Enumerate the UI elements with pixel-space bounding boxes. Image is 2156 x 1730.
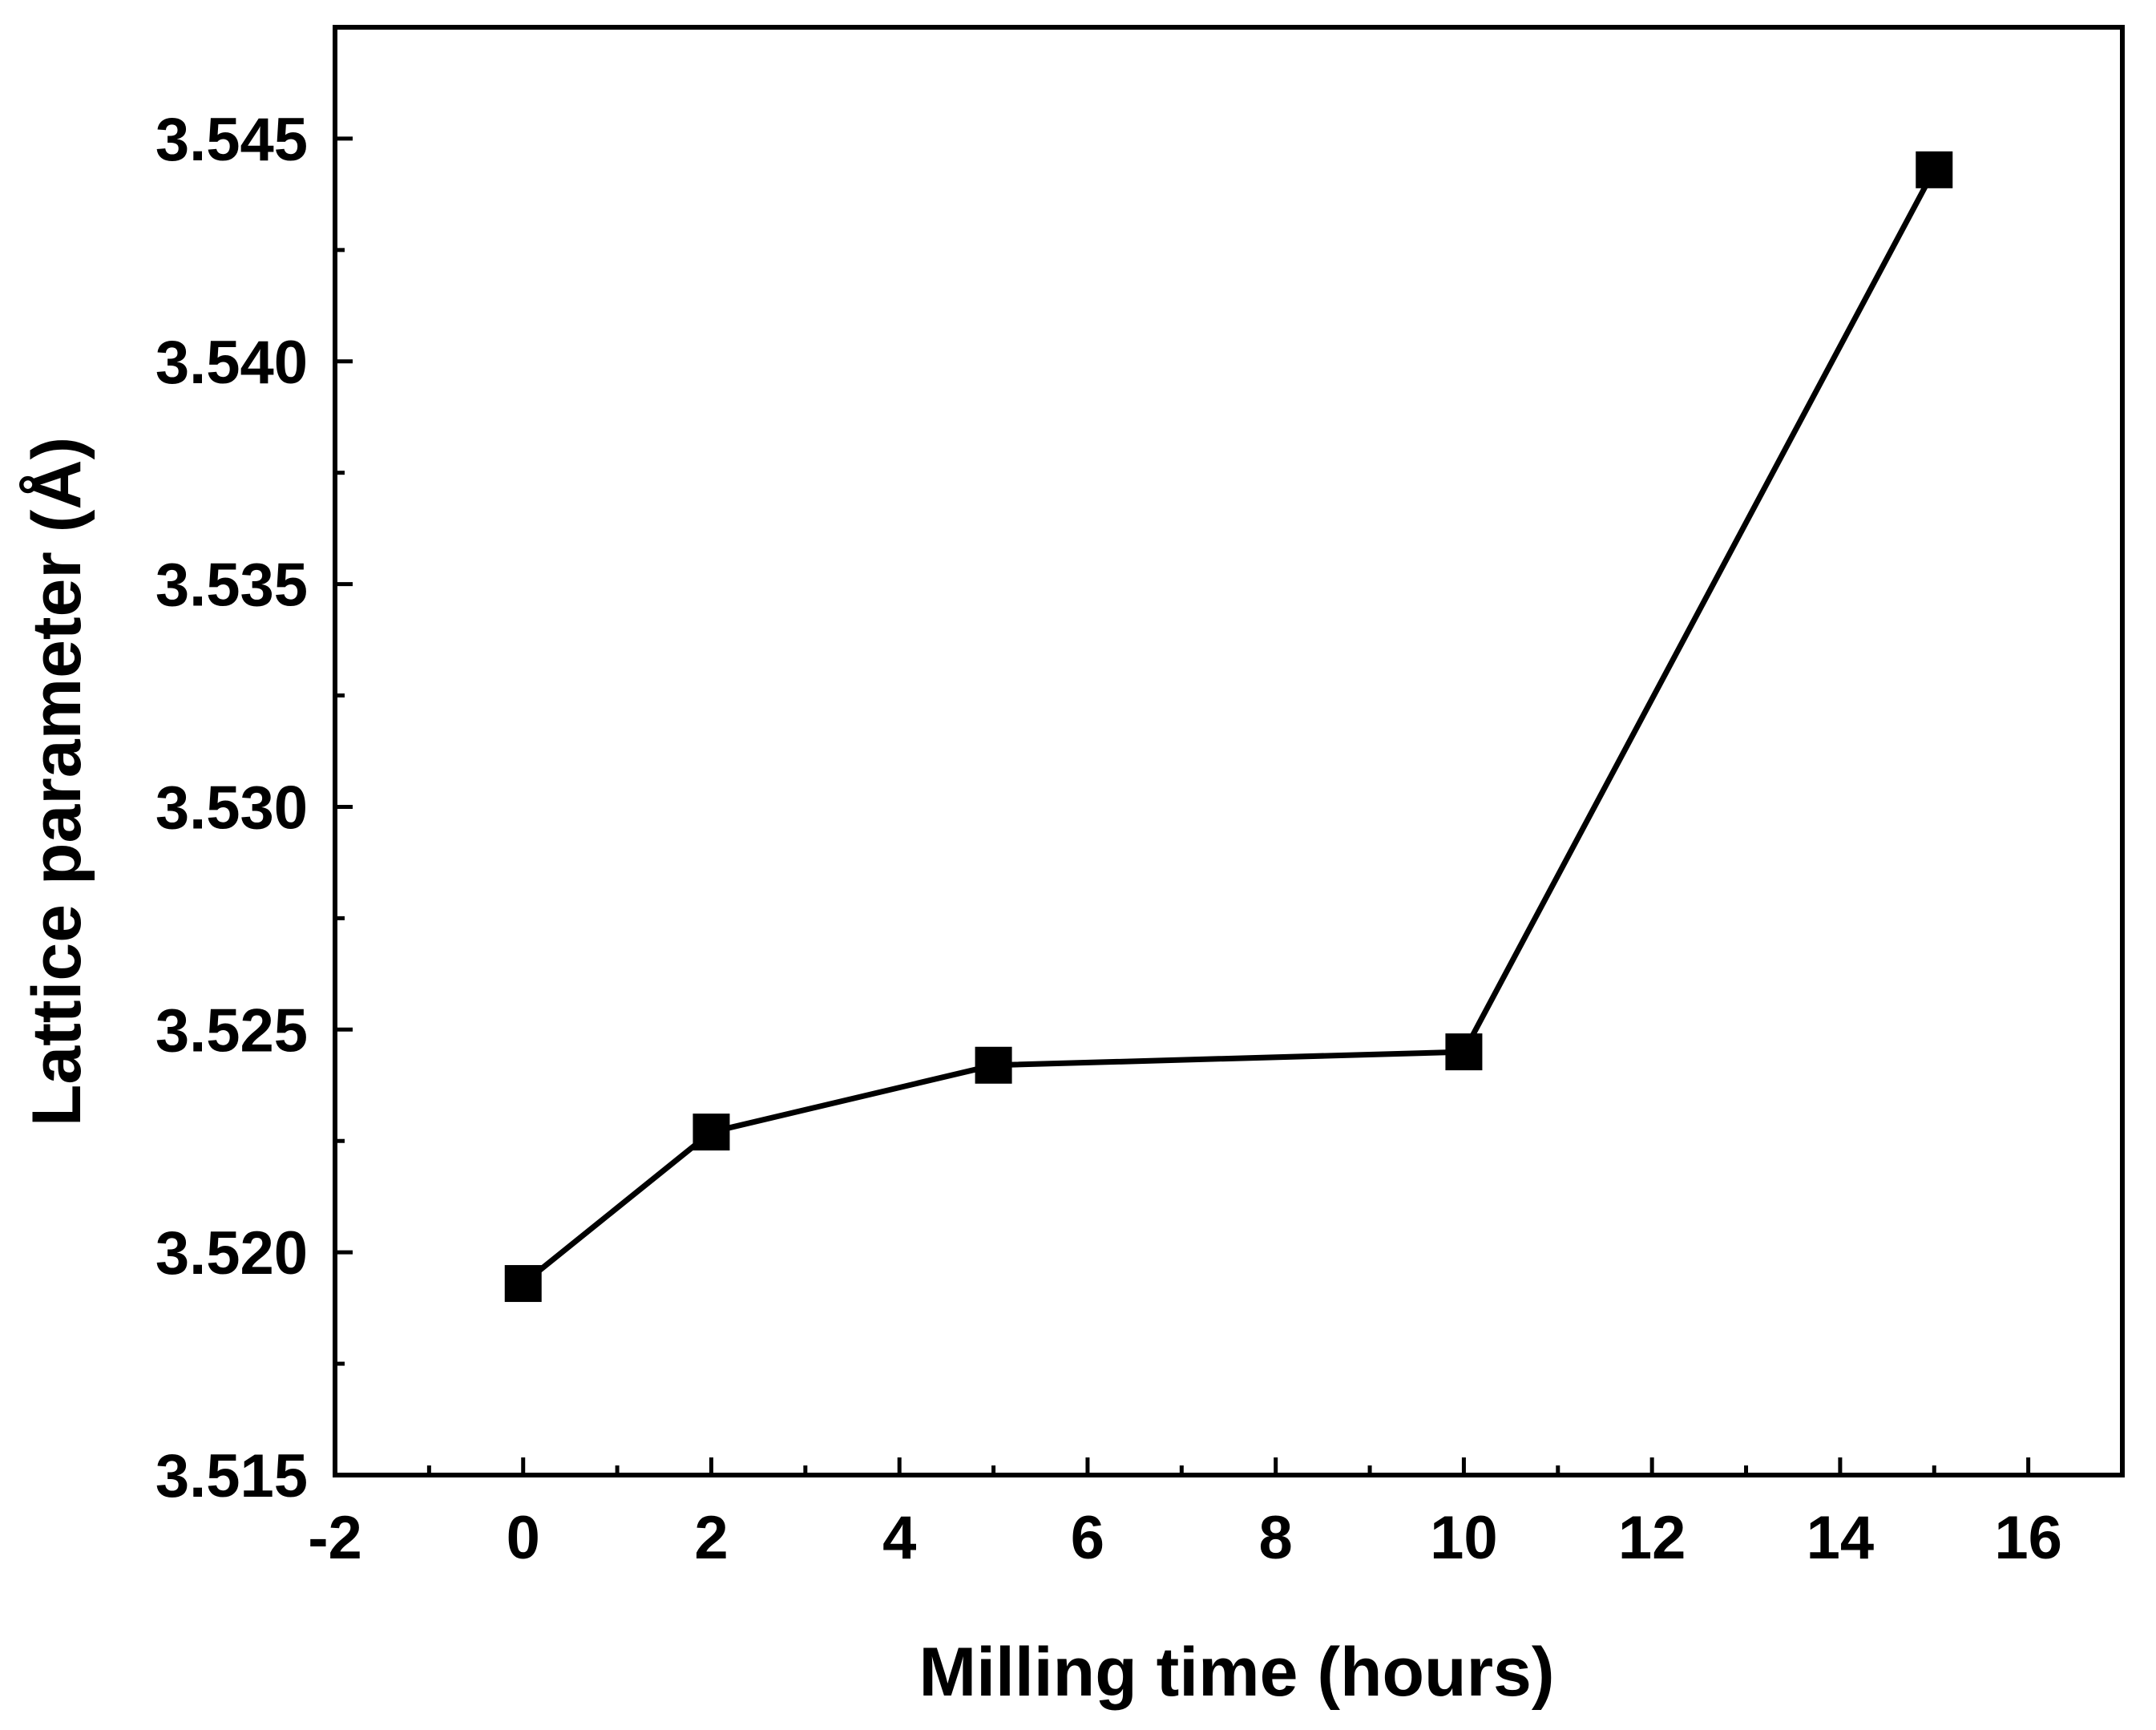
x-tick-label: 14: [1807, 1504, 1875, 1572]
x-axis-title: Milling time (hours): [919, 1634, 1554, 1711]
x-tick-label: 10: [1430, 1504, 1498, 1572]
x-tick-label: 8: [1259, 1504, 1293, 1572]
y-axis-title: Lattice parameter (Å): [18, 437, 95, 1126]
x-tick-label: 16: [1994, 1504, 2062, 1572]
y-tick-label: 3.535: [155, 552, 308, 620]
y-tick-label: 3.515: [155, 1442, 308, 1510]
x-tick-label: 6: [1071, 1504, 1104, 1572]
plot-frame: [333, 25, 2125, 1477]
x-axis-tick-labels: -2 0 2 4 6 8 10 12 14 16: [308, 1504, 2062, 1572]
y-axis-tick-labels: 3.515 3.520 3.525 3.530 3.535 3.540 3.545: [155, 106, 308, 1510]
y-tick-label: 3.545: [155, 106, 308, 174]
data-point: [975, 1046, 1012, 1084]
y-tick-label: 3.530: [155, 774, 308, 842]
plot-border: [333, 25, 2125, 1477]
x-axis-ticks: [426, 1457, 2031, 1475]
x-tick-label: -2: [308, 1504, 362, 1572]
y-axis-ticks: [335, 25, 353, 1477]
data-point: [1916, 151, 1953, 188]
data-point: [504, 1265, 542, 1303]
y-tick-label: 3.540: [155, 329, 308, 397]
series-line: [521, 168, 1937, 1286]
y-tick-label: 3.520: [155, 1219, 308, 1287]
y-tick-label: 3.525: [155, 996, 308, 1065]
data-point: [692, 1114, 730, 1151]
x-tick-label: 0: [507, 1504, 540, 1572]
x-tick-label: 2: [694, 1504, 728, 1572]
data-point: [1445, 1033, 1483, 1071]
x-tick-label: 4: [882, 1504, 916, 1572]
x-tick-label: 12: [1618, 1504, 1686, 1572]
series-layer: [504, 151, 1953, 1303]
